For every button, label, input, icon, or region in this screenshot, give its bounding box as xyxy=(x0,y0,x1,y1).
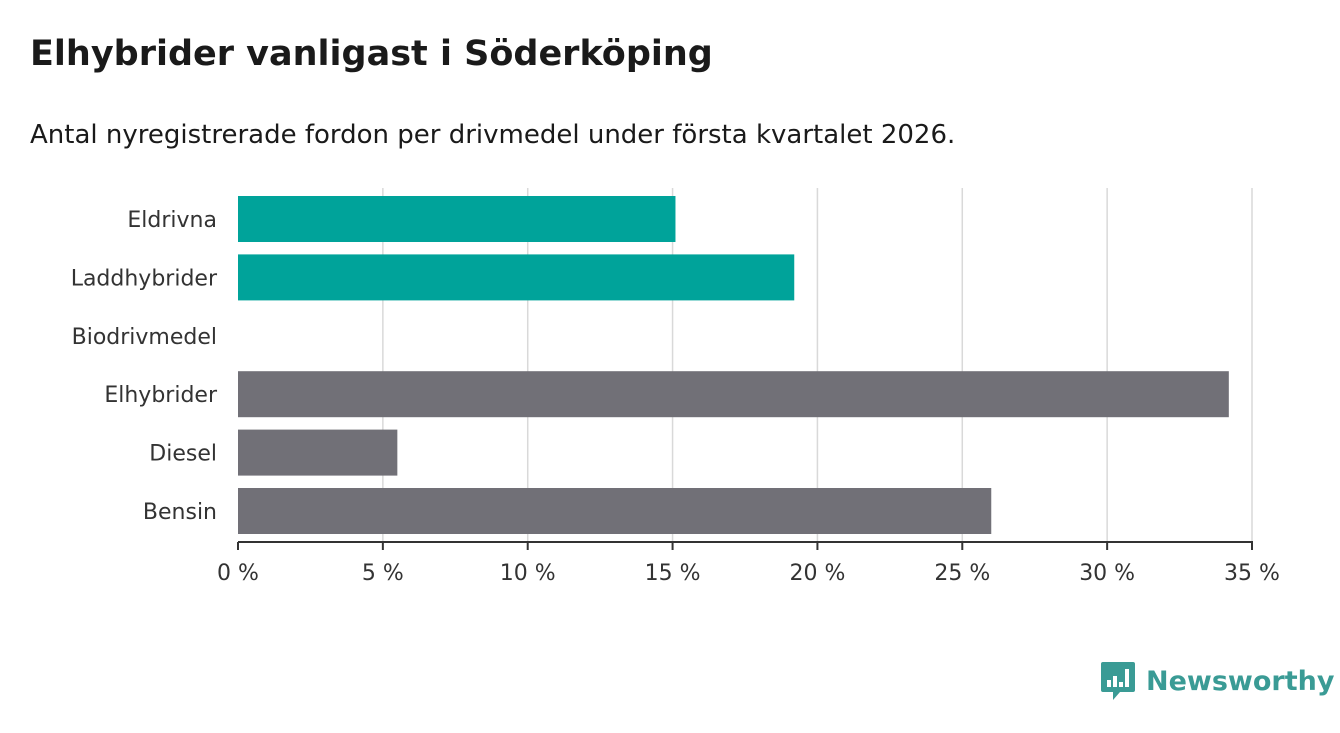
category-label: Bensin xyxy=(143,500,217,525)
category-label: Eldrivna xyxy=(127,208,217,233)
chart-title: Elhybrider vanligast i Söderköping xyxy=(30,34,713,74)
x-tick-label: 35 % xyxy=(1224,561,1280,586)
chart-subtitle: Antal nyregistrerade fordon per drivmede… xyxy=(30,120,956,150)
category-label: Elhybrider xyxy=(104,383,218,408)
bar-chart-icon xyxy=(1101,662,1135,700)
x-tick-label: 15 % xyxy=(645,561,701,586)
bar-chart: Eldrivna Laddhybrider Biodrivmedel Elhybrid… xyxy=(71,188,1280,586)
x-tick-label: 5 % xyxy=(362,561,404,586)
category-label: Biodrivmedel xyxy=(72,325,217,350)
brand-name: Newsworthy xyxy=(1146,665,1335,697)
bars xyxy=(238,196,1229,534)
bar-bensin xyxy=(238,488,992,534)
gridlines xyxy=(382,188,1253,542)
x-tick-label: 0 % xyxy=(217,561,259,586)
bar-diesel xyxy=(238,429,398,476)
x-tick-label: 20 % xyxy=(789,561,845,586)
category-label: Laddhybrider xyxy=(71,266,218,291)
x-tick-label: 10 % xyxy=(500,561,556,586)
x-axis: 0 % 5 % 10 % 15 % 20 % 25 % 30 % 35 % xyxy=(217,541,1280,586)
x-tick-label: 30 % xyxy=(1079,561,1135,586)
bar-eldrivna xyxy=(238,196,676,242)
bar-laddhybrider xyxy=(238,254,795,301)
category-labels: Eldrivna Laddhybrider Biodrivmedel Elhybrid… xyxy=(71,208,218,525)
category-label: Diesel xyxy=(149,442,217,467)
x-tick-label: 25 % xyxy=(934,561,990,586)
brand-logo: Newsworthy xyxy=(1100,660,1334,702)
bar-elhybrider xyxy=(238,371,1229,418)
